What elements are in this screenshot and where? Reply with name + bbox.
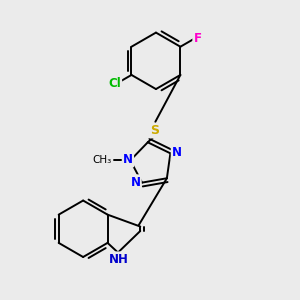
Text: CH₃: CH₃: [93, 154, 112, 164]
Text: N: N: [123, 153, 133, 166]
Text: F: F: [194, 32, 202, 45]
Text: N: N: [130, 176, 141, 188]
Text: Cl: Cl: [108, 77, 121, 90]
Text: S: S: [150, 124, 159, 137]
Text: NH: NH: [109, 253, 129, 266]
Text: N: N: [172, 146, 182, 159]
